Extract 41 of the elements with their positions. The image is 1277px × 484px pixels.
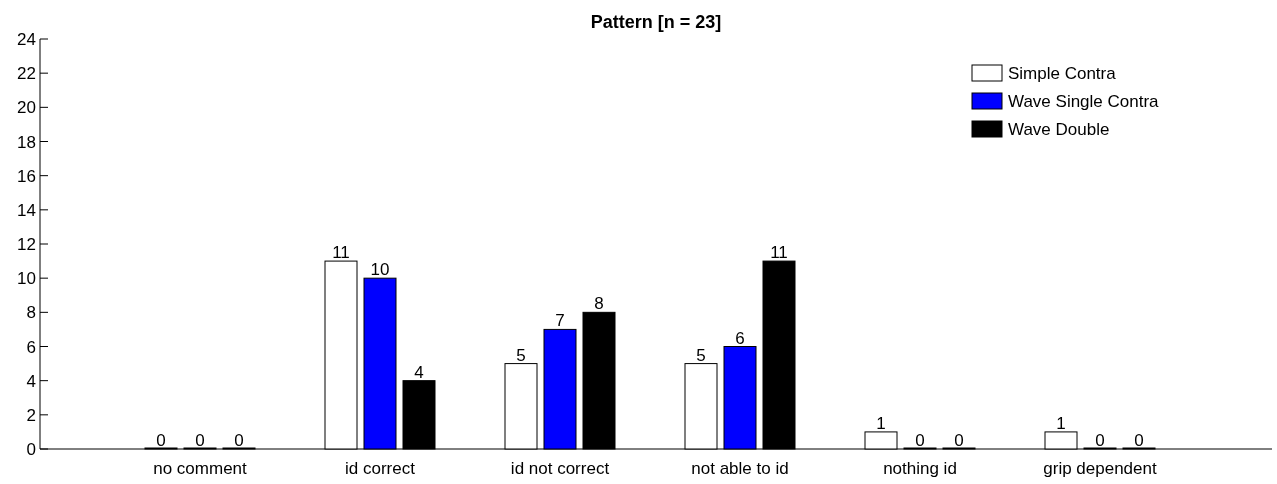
- data-label: 0: [1134, 431, 1144, 450]
- data-label: 0: [954, 431, 964, 450]
- y-tick-label: 4: [26, 371, 36, 391]
- y-tick-label: 12: [17, 235, 36, 254]
- data-label: 4: [414, 362, 424, 382]
- data-label: 0: [915, 431, 925, 450]
- data-label: 5: [696, 345, 706, 365]
- data-label: 10: [370, 260, 390, 280]
- data-label: 11: [332, 243, 350, 263]
- y-tick-label: 14: [17, 200, 36, 220]
- x-tick-label: id correct: [345, 459, 416, 478]
- data-label: 5: [516, 345, 526, 365]
- x-tick-label: grip dependent: [1043, 459, 1157, 478]
- legend-label: Simple Contra: [1008, 64, 1117, 83]
- y-tick-label: 6: [26, 337, 36, 357]
- y-tick-label: 24: [17, 30, 36, 49]
- y-tick-label: 18: [17, 132, 36, 152]
- x-tick-label: nothing id: [883, 459, 957, 478]
- x-tick-label: id not correct: [510, 459, 610, 478]
- data-label: 7: [555, 311, 565, 331]
- y-tick-label: 10: [17, 269, 36, 289]
- y-tick-label: 2: [26, 405, 36, 425]
- legend-label: Wave Double: [1008, 120, 1110, 139]
- data-label: 0: [234, 431, 244, 450]
- y-tick-label: 0: [26, 440, 36, 459]
- y-tick-label: 20: [17, 98, 36, 118]
- data-label: 1: [876, 413, 886, 433]
- data-label: 0: [156, 431, 166, 450]
- chart-title: Pattern [n = 23]: [590, 12, 722, 32]
- data-label: 0: [195, 431, 205, 450]
- y-tick-label: 8: [26, 303, 36, 323]
- data-label: 1: [1056, 413, 1066, 433]
- data-label: 11: [770, 243, 788, 263]
- y-tick-label: 22: [17, 64, 36, 84]
- y-tick-label: 16: [17, 166, 36, 186]
- x-tick-label: no comment: [153, 459, 248, 478]
- data-label: 6: [735, 328, 745, 348]
- legend-label: Wave Single Contra: [1008, 92, 1160, 111]
- data-label: 8: [594, 294, 604, 314]
- x-tick-label: not able to id: [691, 459, 789, 478]
- data-label: 0: [1095, 431, 1105, 450]
